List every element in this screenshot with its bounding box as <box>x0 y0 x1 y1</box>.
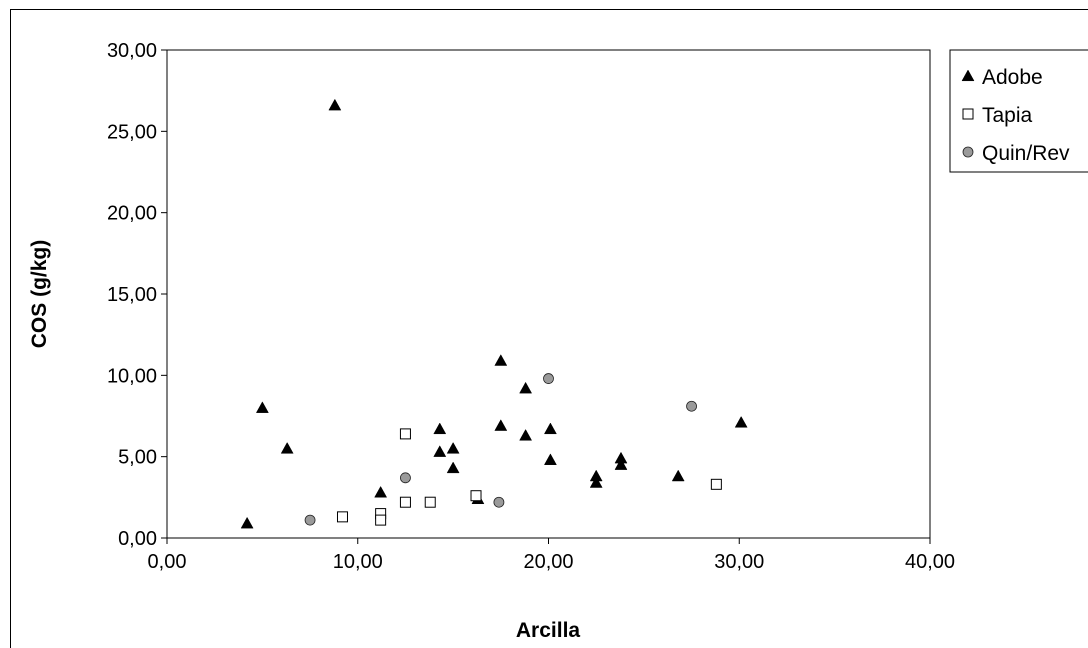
y-tick-label: 0,00 <box>118 528 157 550</box>
point-adobe <box>589 476 603 488</box>
x-tick-label: 10,00 <box>333 551 383 573</box>
point-quin-rev <box>400 472 411 484</box>
y-tick-label: 15,00 <box>107 284 157 306</box>
y-tick-label: 20,00 <box>107 203 157 225</box>
point-tapia <box>399 496 411 508</box>
point-adobe <box>446 461 460 474</box>
point-quin-rev <box>543 373 554 384</box>
point-quin-rev <box>686 400 697 412</box>
y-tick-label: 10,00 <box>107 365 157 387</box>
point-adobe <box>374 485 388 498</box>
point-tapia <box>470 490 482 502</box>
y-axis-title: COS (g/kg) <box>28 240 51 349</box>
point-tapia <box>375 514 387 526</box>
point-adobe <box>433 422 447 435</box>
x-tick-label: 30,00 <box>714 551 764 573</box>
legend-marker-adobe <box>961 69 975 82</box>
point-adobe <box>519 429 533 441</box>
point-adobe <box>255 401 269 413</box>
x-tick-label: 0,00 <box>148 551 187 573</box>
legend-label-adobe: Adobe <box>982 66 1043 89</box>
point-adobe <box>240 516 254 529</box>
legend: Adobe Tapia Quin/Rev <box>961 66 1070 165</box>
point-tapia <box>399 428 411 440</box>
axis-ticks: 0,00 5,00 10,00 15,00 20,00 25,00 30,00 0,00 10,… <box>107 40 955 573</box>
legend-label-tapia: Tapia <box>982 104 1033 127</box>
point-adobe <box>433 445 447 457</box>
point-adobe <box>614 458 628 470</box>
point-adobe <box>734 415 748 428</box>
legend-marker-quin-rev <box>962 146 974 158</box>
point-adobe <box>328 98 342 111</box>
point-adobe <box>494 354 508 366</box>
point-adobe <box>671 469 685 482</box>
legend-label-quin-rev: Quin/Rev <box>982 142 1070 165</box>
x-tick-label: 40,00 <box>905 551 955 573</box>
point-adobe <box>543 453 557 465</box>
x-tick-label: 20,00 <box>523 551 573 573</box>
point-adobe <box>543 422 557 435</box>
point-adobe <box>280 442 294 454</box>
point-tapia <box>710 478 722 490</box>
point-quin-rev <box>493 496 505 508</box>
point-adobe <box>519 381 533 394</box>
legend-marker-tapia <box>962 108 974 120</box>
y-tick-label: 25,00 <box>107 121 157 143</box>
y-tick-label: 5,00 <box>118 447 157 469</box>
point-adobe <box>446 442 460 454</box>
plot-area <box>166 49 931 539</box>
point-adobe <box>494 419 508 431</box>
y-tick-label: 30,00 <box>107 40 157 62</box>
point-tapia <box>336 511 348 523</box>
data-points <box>240 98 748 529</box>
x-axis-title: Arcilla <box>516 619 581 642</box>
point-quin-rev <box>304 514 316 526</box>
point-tapia <box>424 496 436 508</box>
